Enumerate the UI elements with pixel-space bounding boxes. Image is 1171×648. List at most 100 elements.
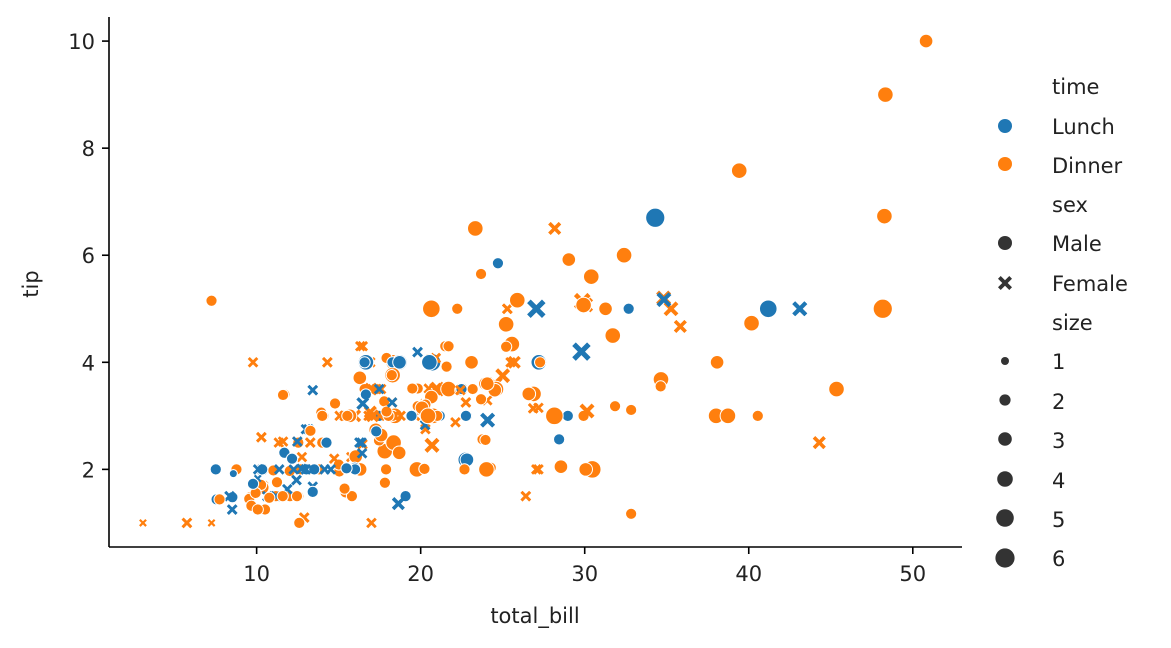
data-point-female [455,384,466,396]
data-point-female [226,504,238,515]
data-point-male [270,476,284,489]
data-point-male [405,409,418,422]
data-point-male [290,490,304,503]
data-point-male [379,463,393,476]
data-point-female [520,490,532,502]
data-point-male [497,315,515,333]
data-point-female [207,519,216,527]
data-point-male [385,369,398,382]
data-point-female [533,464,544,475]
legend-label-dinner: Dinner [1052,154,1123,178]
data-point-female [322,356,333,368]
legend: time Lunch Dinner sex Male Female size 1… [995,75,1128,571]
data-point-female [572,342,591,361]
data-points [139,33,934,530]
data-point-male [743,314,760,332]
x-tick-label: 40 [735,562,762,586]
data-point-female [356,397,370,410]
x-axis-ticks: 10 20 30 40 50 [243,547,926,586]
data-point-female [319,464,331,475]
data-point-male [370,425,383,438]
legend-marker-dinner [998,157,1012,171]
data-point-male [553,459,569,475]
legend-size-marker-1 [1001,357,1009,365]
data-point-female [181,517,193,529]
data-point-female [247,356,259,368]
data-point-male [466,382,479,396]
data-point-female [527,403,539,414]
data-point-male [228,469,238,479]
data-point-male [276,388,290,402]
data-point-male [474,393,488,406]
data-point-male [328,397,342,410]
data-point-male [578,462,594,477]
data-point-male [285,452,299,465]
data-point-male [341,409,354,422]
data-point-female [307,384,319,396]
data-point-male [598,301,613,317]
legend-size-label-5: 5 [1052,508,1065,532]
data-point-female [373,383,385,395]
data-point-male [276,490,289,503]
legend-label-lunch: Lunch [1052,115,1115,139]
data-point-male [421,354,438,371]
data-point-male [358,356,371,369]
legend-marker-female [998,276,1012,290]
data-point-female [356,437,367,448]
data-point-male [474,267,488,281]
data-point-male [876,207,893,225]
data-point-male [205,294,218,307]
data-point-male [345,490,359,503]
data-point-male [467,220,484,237]
data-point-male [561,409,574,422]
data-point-male [418,462,431,475]
data-point-male [479,433,492,447]
data-point-male [422,299,441,319]
data-point-female [450,416,461,428]
data-point-female [792,301,808,317]
data-point-female [579,403,595,419]
data-point-male [440,380,457,398]
data-point-male [263,491,276,504]
legend-size-label-3: 3 [1052,429,1065,453]
data-point-male [604,327,622,344]
data-point-male [391,445,407,461]
data-point-female [501,303,513,315]
x-tick-label: 30 [571,562,598,586]
data-point-male [440,360,453,373]
data-point-female [328,453,340,464]
data-point-female [395,410,406,422]
data-point-male [306,485,319,498]
data-point-male [478,461,495,478]
data-point-female [252,464,264,475]
legend-title-time: time [1052,75,1099,99]
legend-size-label-2: 2 [1052,390,1065,414]
legend-size-marker-6 [995,548,1015,568]
data-point-male [308,463,321,476]
data-point-female [424,437,440,453]
data-point-female [300,464,312,475]
data-point-female [273,464,285,475]
data-point-male [553,433,566,446]
data-point-male [419,407,437,425]
data-point-male [608,400,622,413]
data-point-female [139,519,147,527]
data-point-male [251,503,264,516]
data-point-female [673,319,687,333]
data-point-male [209,463,222,476]
data-point-male [918,33,934,49]
y-tick-label: 4 [82,351,95,375]
data-point-male [709,355,725,370]
data-point-male [352,370,368,386]
data-point-female [357,340,369,352]
data-point-female [527,299,546,318]
legend-size-marker-3 [998,432,1012,446]
data-point-male [378,476,392,489]
data-point-female [288,464,300,475]
data-point-male [213,493,226,506]
data-point-male [491,257,505,270]
legend-marker-lunch [998,119,1012,133]
data-point-male [521,386,537,402]
y-tick-label: 8 [82,137,95,161]
